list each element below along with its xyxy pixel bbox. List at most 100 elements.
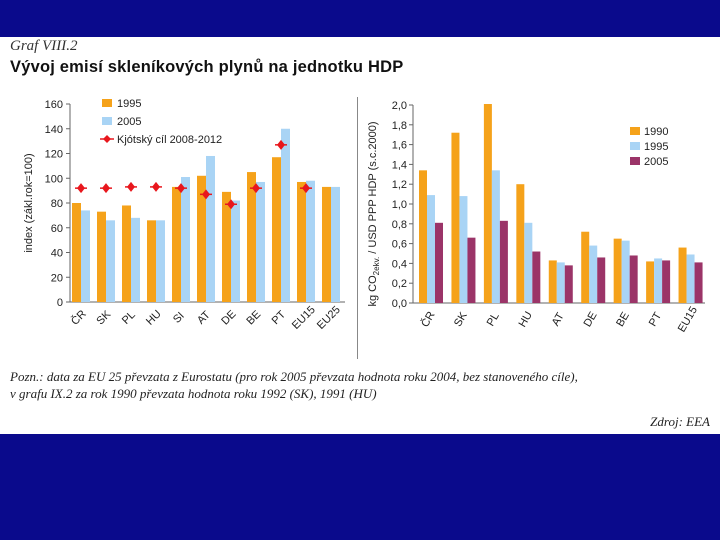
y-axis-label-rest: / USD PPP HDP (s.c.2000) bbox=[367, 121, 379, 256]
bar-2005-HU bbox=[156, 220, 165, 302]
y-tick-label: 0,2 bbox=[392, 278, 407, 290]
y-tick-label: 0,6 bbox=[392, 239, 407, 251]
x-tick-label: PT bbox=[270, 308, 289, 327]
legend-marker bbox=[103, 135, 111, 143]
y-tick-label: 1,6 bbox=[392, 140, 407, 152]
bar-1995-BE bbox=[247, 172, 256, 302]
x-tick-label: HU bbox=[144, 308, 164, 328]
x-tick-label: PT bbox=[647, 310, 665, 328]
y-tick-label: 0,0 bbox=[392, 298, 407, 310]
bar-1995-PL bbox=[491, 170, 500, 303]
bar-2005-EU25 bbox=[331, 186, 340, 302]
bar-1995-BE bbox=[621, 240, 630, 303]
target-marker-BE bbox=[252, 183, 260, 194]
x-tick-label: AT bbox=[195, 309, 213, 327]
target-marker-SI bbox=[177, 183, 185, 194]
y-axis-label: kg CO2ekv. / USD PPP HDP (s.c.2000) bbox=[367, 121, 381, 306]
x-tick-label: EU15 bbox=[290, 304, 318, 332]
bar-2005-ČR bbox=[81, 210, 90, 302]
bar-2005-AT bbox=[564, 265, 573, 303]
bar-2005-SK bbox=[106, 220, 115, 302]
x-tick-label: EU25 bbox=[315, 304, 343, 332]
bar-2005-EU15 bbox=[694, 262, 703, 303]
bar-2005-SI bbox=[181, 177, 190, 302]
x-tick-label: PL bbox=[485, 311, 502, 329]
x-tick-label: ČR bbox=[418, 309, 437, 329]
x-tick-label: BE bbox=[244, 308, 263, 327]
bar-1995-SI bbox=[172, 186, 181, 302]
legend-swatch-1995 bbox=[102, 99, 112, 107]
legend-label-2005: 2005 bbox=[117, 116, 141, 128]
bar-1995-PT bbox=[654, 258, 663, 303]
chart-divider bbox=[357, 97, 358, 359]
bar-2005-PL bbox=[499, 220, 508, 303]
content-panel bbox=[0, 37, 720, 434]
bar-1995-HU bbox=[147, 220, 156, 302]
bar-2005-BE bbox=[629, 255, 638, 303]
bar-2005-DE bbox=[597, 257, 606, 303]
legend-swatch-1995 bbox=[630, 142, 640, 150]
bar-2005-HU bbox=[532, 251, 541, 303]
footnote: Pozn.: data za EU 25 převzata z Eurostat… bbox=[10, 368, 715, 402]
x-tick-label: PL bbox=[120, 309, 138, 327]
bar-2005-AT bbox=[206, 155, 215, 302]
y-tick-label: 20 bbox=[51, 272, 63, 284]
x-tick-label: ČR bbox=[68, 307, 88, 327]
x-tick-label: SI bbox=[171, 310, 187, 326]
y-tick-label: 60 bbox=[51, 223, 63, 235]
bar-1995-HU bbox=[524, 222, 533, 303]
x-tick-label: HU bbox=[517, 310, 535, 330]
target-marker-EU15 bbox=[302, 183, 310, 194]
x-tick-label: DE bbox=[219, 308, 238, 327]
target-marker-PL bbox=[127, 181, 135, 192]
x-tick-label: SK bbox=[452, 310, 470, 329]
y-tick-label: 1,4 bbox=[392, 159, 407, 171]
y-tick-label: 100 bbox=[45, 173, 63, 185]
target-marker-DE bbox=[227, 199, 235, 210]
bar-1995-DE bbox=[222, 191, 231, 302]
chart-right: 0,0 0,2 0,4 0,6 0,8 1,0 1,2 1,4 1,6 1,8 2,0 kg CO2e… bbox=[367, 100, 705, 335]
bar-1995-AT bbox=[556, 262, 565, 303]
target-marker-PT bbox=[277, 139, 285, 150]
page-title: Vývoj emisí skleníkových plynů na jednot… bbox=[10, 58, 404, 76]
legend-label-target: Kjótský cíl 2008-2012 bbox=[117, 134, 222, 146]
y-tick-label: 40 bbox=[51, 248, 63, 260]
bar-1995-PT bbox=[272, 157, 281, 302]
bar-1990-AT bbox=[548, 260, 557, 303]
y-tick-label: 1,8 bbox=[392, 120, 407, 132]
bar-1990-EU15 bbox=[678, 247, 687, 303]
bar-2005-PT bbox=[281, 128, 290, 302]
bar-1995-SK bbox=[97, 211, 106, 302]
y-tick-label: 0,4 bbox=[392, 258, 407, 270]
x-tick-label: DE bbox=[582, 310, 600, 329]
bar-1990-ČR bbox=[419, 170, 427, 303]
x-tick-label: EU15 bbox=[676, 305, 700, 335]
y-tick-label: 140 bbox=[45, 124, 63, 136]
bar-1990-DE bbox=[581, 231, 590, 303]
bar-2005-DE bbox=[231, 200, 240, 302]
y-tick-label: 120 bbox=[45, 149, 63, 161]
bar-1995-ČR bbox=[427, 195, 435, 303]
target-marker-AT bbox=[202, 189, 210, 200]
bottom-band bbox=[0, 434, 720, 540]
footnote-line-2: v grafu IX.2 za rok 1990 převzata hodnot… bbox=[10, 386, 377, 401]
bar-1995-DE bbox=[589, 245, 598, 303]
y-axis-label-main: kg CO bbox=[367, 275, 379, 307]
bar-1995-ČR bbox=[72, 203, 81, 302]
chart-left: 0 20 40 60 80 100 120 140 160 index (zákl.rok=100… bbox=[23, 98, 345, 332]
bar-1990-PT bbox=[646, 261, 655, 303]
bar-1990-HU bbox=[516, 184, 525, 303]
legend-swatch-1990 bbox=[630, 127, 640, 135]
bar-1995-PL bbox=[122, 205, 131, 302]
legend-swatch-2005 bbox=[102, 117, 112, 125]
bar-1995-EU15 bbox=[686, 254, 695, 303]
bar-2005-PT bbox=[662, 260, 671, 303]
y-axis-label-subscript: 2ekv. bbox=[372, 257, 381, 276]
target-marker-SK bbox=[102, 183, 110, 194]
y-tick-label: 0 bbox=[57, 297, 63, 309]
footnote-line-1: Pozn.: data za EU 25 převzata z Eurostat… bbox=[10, 369, 578, 384]
bar-1995-SK bbox=[459, 196, 468, 303]
legend-label-1990: 1990 bbox=[644, 126, 668, 138]
x-tick-label: AT bbox=[550, 311, 567, 329]
y-tick-label: 2,0 bbox=[392, 100, 407, 112]
